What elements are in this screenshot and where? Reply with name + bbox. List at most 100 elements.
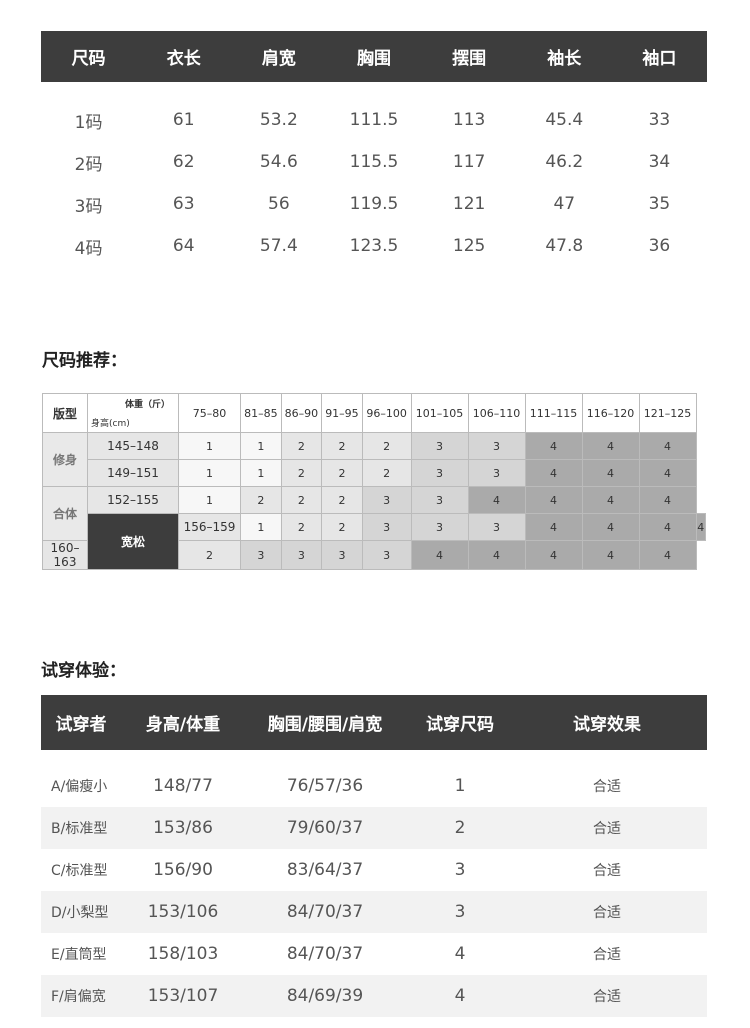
table-cell: 153/106 — [147, 902, 219, 922]
table-cell: C/标准型 — [51, 863, 108, 879]
column-header: 试穿尺码 — [426, 715, 494, 735]
table-cell: 64 — [172, 236, 195, 256]
table-cell: 117 — [452, 152, 486, 172]
size-cell: 1 — [177, 486, 242, 514]
weight-range: 106–110 — [467, 393, 526, 433]
table-cell: 62 — [172, 152, 195, 172]
size-cell: 2 — [177, 540, 242, 570]
table-cell: 合适 — [593, 947, 621, 963]
table-cell: 79/60/37 — [286, 818, 364, 838]
size-cell: 2 — [361, 432, 412, 460]
weight-range: 75–80 — [177, 393, 242, 433]
column-header: 试穿者 — [55, 715, 107, 735]
table-cell: 1码 — [74, 112, 103, 133]
table-cell: 61 — [172, 110, 195, 130]
size-cell: 2 — [321, 513, 363, 541]
table-cell: 63 — [172, 194, 195, 214]
recommend-title: 尺码推荐： — [42, 351, 127, 371]
table-cell: 1 — [454, 776, 466, 796]
size-cell: 4 — [638, 540, 697, 570]
table-cell: 4 — [454, 944, 466, 964]
table-cell: 119.5 — [349, 194, 399, 214]
table-cell: 148/77 — [153, 776, 213, 796]
table-cell: 47 — [553, 194, 576, 214]
table-cell: 57.4 — [259, 236, 298, 256]
table-row: 2码 62 54.6 115.5 117 46.2 34 — [41, 141, 707, 183]
table-cell: 54.6 — [259, 152, 298, 172]
header-row: 版型 体重（斤） 身高(cm) 75–80 81–85 86–90 91–95 96–100 1… — [42, 393, 706, 433]
table-cell: 34 — [648, 152, 671, 172]
size-cell: 4 — [638, 513, 697, 541]
table-row: 合体 152–155 1 2 2 2 3 3 4 4 4 4 — [42, 486, 706, 541]
table-row: A/偏瘦小 148/77 76/57/36 1 合适 — [41, 765, 707, 807]
table-cell: 153/107 — [147, 986, 219, 1006]
height-range: 160–163 — [42, 540, 88, 570]
size-cell: 1 — [177, 432, 242, 460]
table-row: 宽松 156–159 1 2 2 3 3 3 4 4 4 4 — [43, 513, 706, 570]
table-cell: 3 — [454, 860, 466, 880]
fit-header: 版型 — [42, 393, 88, 433]
weight-range: 81–85 — [240, 393, 282, 433]
table-cell: 45.4 — [545, 110, 584, 130]
table-row: 修身 145–148 1 1 2 2 2 3 3 4 4 4 — [42, 432, 706, 487]
size-cell: 3 — [280, 540, 323, 570]
size-recommend-table: 版型 体重（斤） 身高(cm) 75–80 81–85 86–90 91–95 96–100 1… — [42, 393, 706, 570]
table-cell: 113 — [452, 110, 486, 130]
weight-label: 体重（斤） — [124, 400, 170, 410]
size-cell: 4 — [581, 540, 640, 570]
size-cell: 4 — [695, 513, 706, 541]
size-cell: 3 — [467, 459, 526, 487]
table-cell: 2 — [454, 818, 466, 838]
size-cell: 3 — [240, 540, 282, 570]
size-cell: 4 — [524, 513, 583, 541]
size-cell: 4 — [524, 432, 583, 460]
size-cell: 1 — [240, 459, 282, 487]
table-cell: A/偏瘦小 — [51, 779, 108, 795]
size-cell: 3 — [361, 540, 412, 570]
table-cell: 4 — [454, 986, 466, 1006]
table-cell: 4码 — [74, 238, 103, 259]
size-cell: 3 — [410, 459, 469, 487]
table-cell: 84/70/37 — [286, 944, 364, 964]
size-cell: 1 — [240, 513, 282, 541]
size-cell: 3 — [467, 513, 526, 541]
table-cell: 2码 — [74, 154, 103, 175]
trial-table-header: 试穿者 身高/体重 胸围/腰围/肩宽 试穿尺码 试穿效果 — [41, 695, 707, 750]
table-cell: 合适 — [593, 989, 621, 1005]
trial-table: 试穿者 身高/体重 胸围/腰围/肩宽 试穿尺码 试穿效果 A/偏瘦小 148/77 76/5… — [41, 695, 707, 1017]
size-cell: 4 — [524, 459, 583, 487]
trial-title: 试穿体验： — [41, 661, 126, 681]
column-header: 试穿效果 — [573, 715, 641, 735]
size-cell: 2 — [280, 486, 323, 514]
size-cell: 2 — [280, 513, 323, 541]
size-cell: 4 — [581, 513, 640, 541]
table-cell: 83/64/37 — [286, 860, 364, 880]
table-cell: 合适 — [593, 821, 621, 837]
table-row: D/小梨型 153/106 84/70/37 3 合适 — [41, 891, 707, 933]
size-cell: 4 — [581, 459, 640, 487]
weight-range: 91–95 — [321, 393, 363, 433]
table-cell: 123.5 — [349, 236, 399, 256]
size-cell: 3 — [361, 486, 412, 514]
size-cell: 4 — [638, 486, 697, 514]
size-cell: 2 — [321, 486, 363, 514]
table-cell: 125 — [452, 236, 486, 256]
size-cell: 4 — [638, 459, 697, 487]
fit-slim: 修身 — [42, 432, 88, 487]
weight-range: 101–105 — [410, 393, 469, 433]
column-header: 摆围 — [452, 49, 487, 69]
column-header: 袖口 — [642, 49, 677, 69]
size-table: 尺码 衣长 肩宽 胸围 摆围 袖长 袖口 1码 61 53.2 111.5 113 45.4 33 2码 6… — [41, 31, 707, 267]
size-cell: 2 — [280, 459, 323, 487]
height-weight-header: 体重（斤） 身高(cm) — [87, 393, 179, 433]
table-cell: 3码 — [74, 196, 103, 217]
size-cell: 4 — [524, 486, 583, 514]
size-cell: 2 — [280, 432, 323, 460]
table-cell: 153/86 — [153, 818, 213, 838]
height-range: 156–159 — [177, 513, 242, 541]
column-header: 肩宽 — [261, 49, 296, 69]
table-cell: F/肩偏宽 — [51, 989, 106, 1005]
weight-range: 96–100 — [361, 393, 412, 433]
table-cell: 合适 — [593, 905, 621, 921]
table-row: 3码 63 56 119.5 121 47 35 — [41, 183, 707, 225]
